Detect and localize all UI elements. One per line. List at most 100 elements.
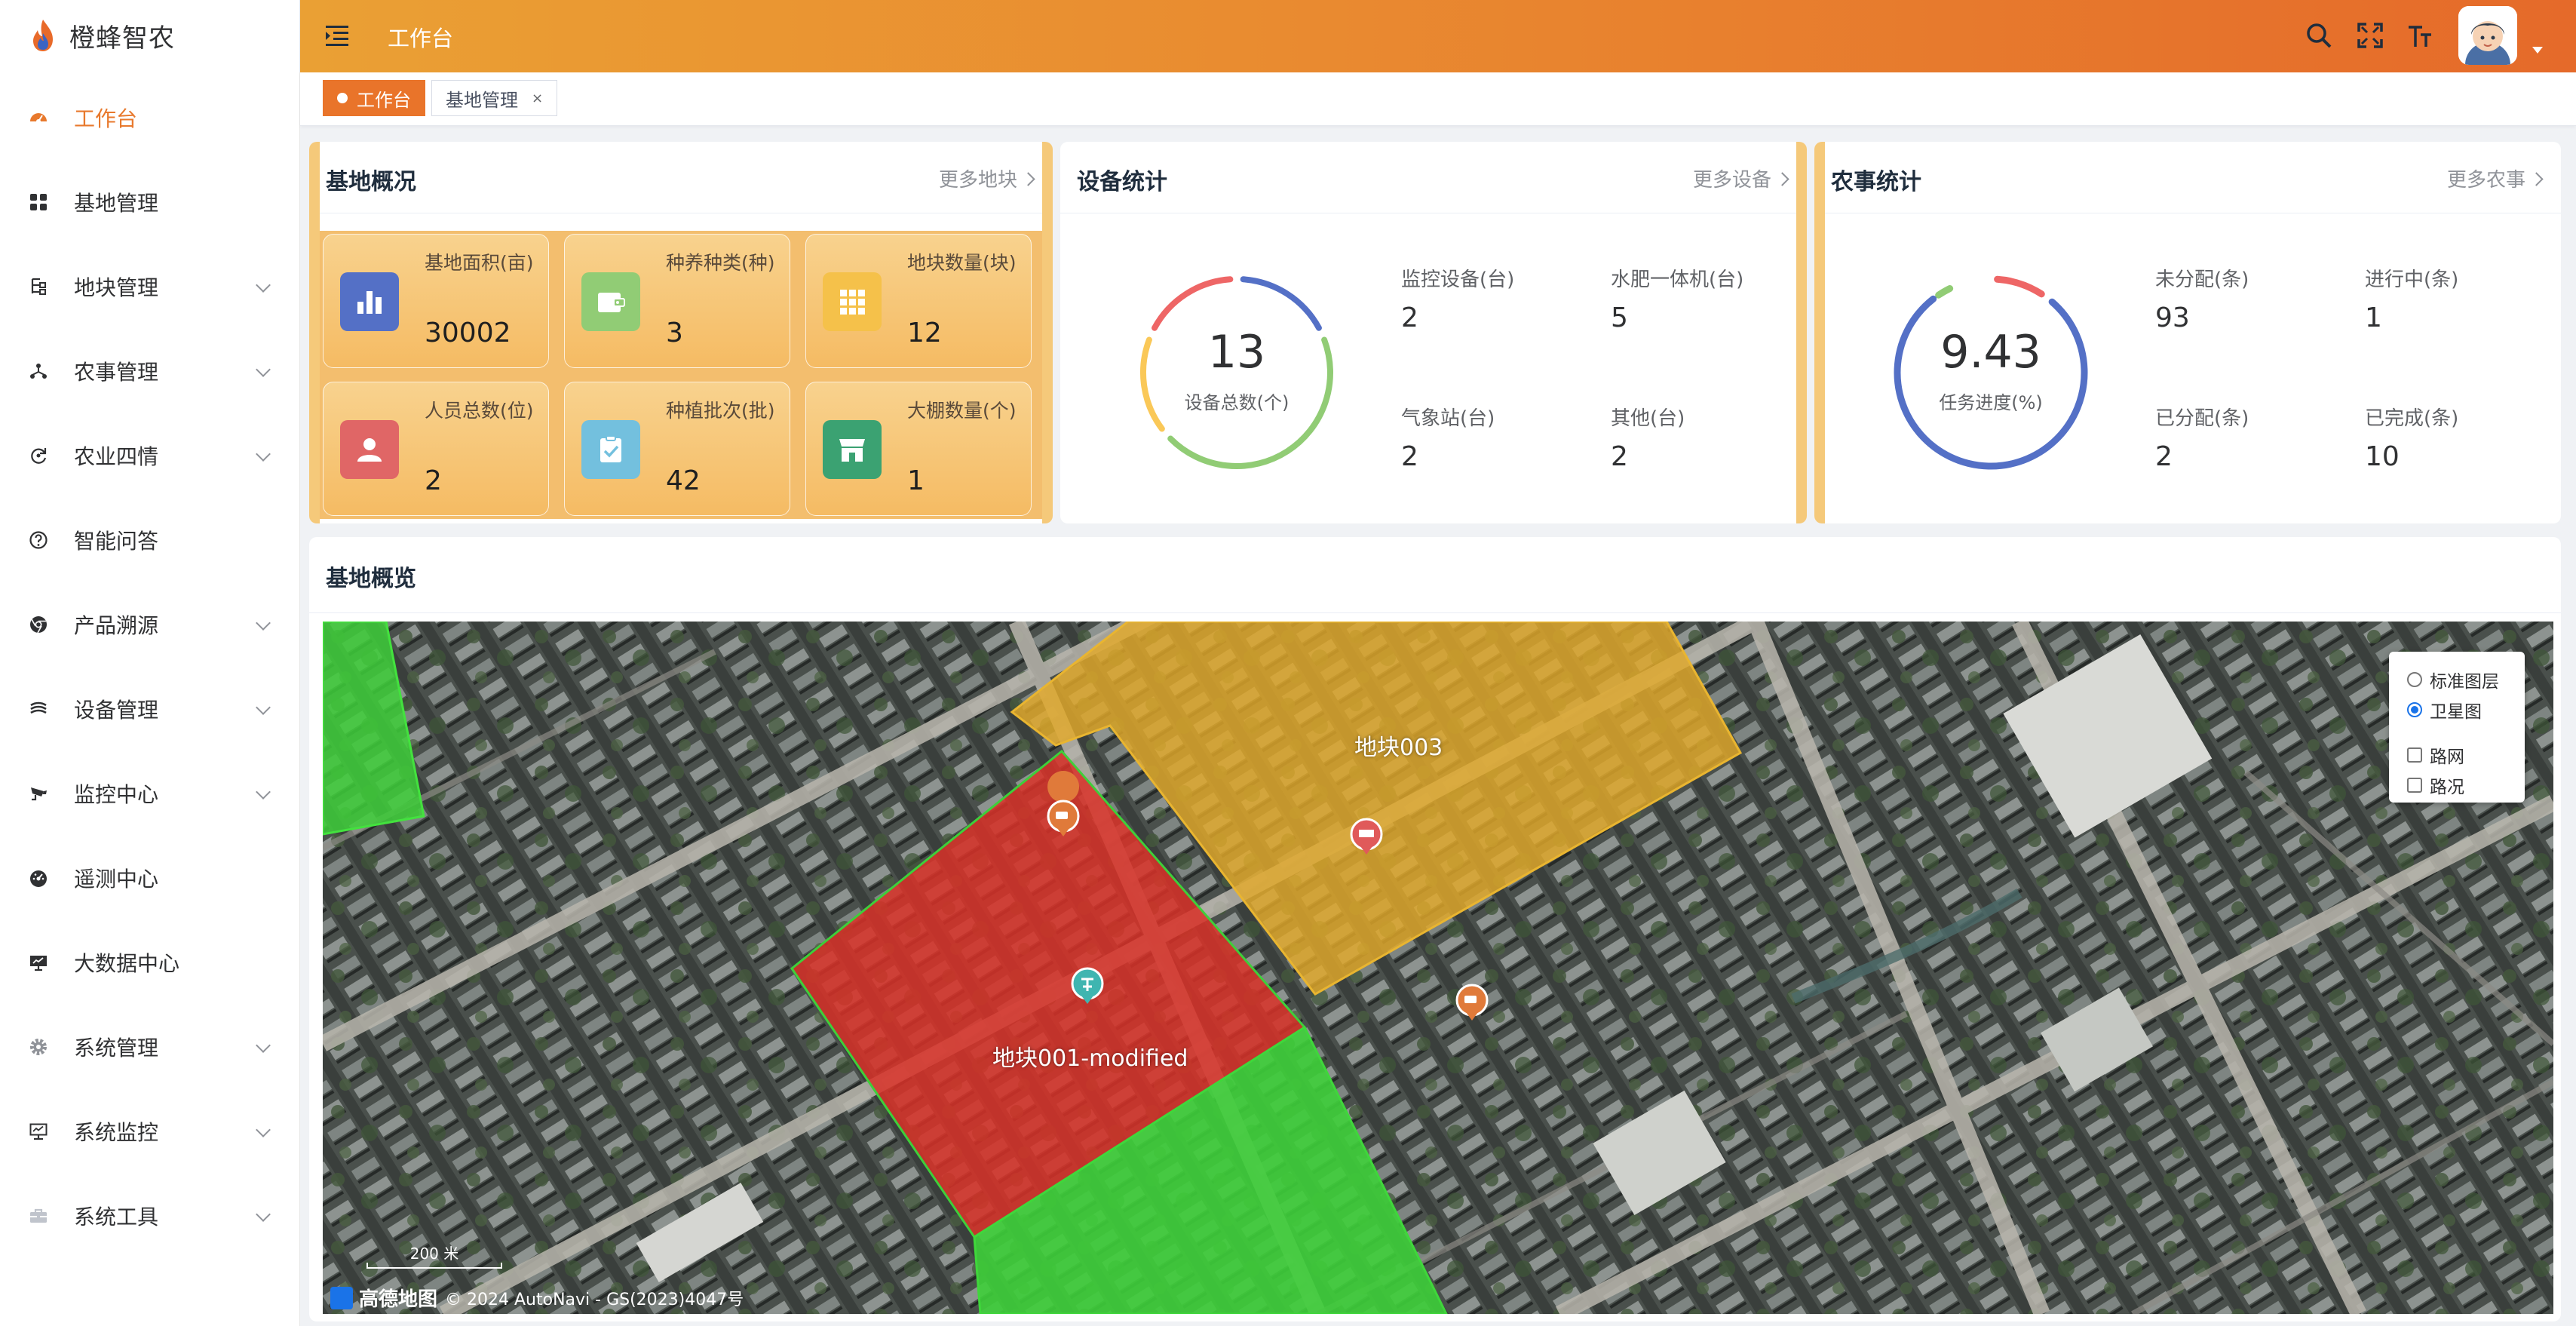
sidebar-item-8[interactable]: 监控中心 (0, 751, 300, 836)
sidebar-item-6[interactable]: 产品溯源 (0, 582, 300, 667)
font-size-icon[interactable] (2406, 21, 2434, 50)
map-marker-weather[interactable] (1350, 818, 1383, 855)
chevron-down-icon (256, 784, 271, 800)
stat-tile-5: 大棚数量(个) 1 (805, 382, 1032, 516)
card-title: 基地概况 (326, 169, 416, 195)
sidebar-item-4[interactable]: 农业四情 (0, 413, 300, 498)
search-icon[interactable] (2305, 21, 2333, 50)
chevron-down-icon (256, 362, 271, 377)
more-devices-link[interactable]: 更多设备 (1693, 164, 1789, 192)
chevron-down-icon (256, 278, 271, 293)
farm-ring-segment-2 (1894, 295, 2088, 470)
card-side-band (1042, 142, 1053, 523)
map-scale-bar: 200 米 (344, 1242, 525, 1272)
device-total-value: 13 (1207, 326, 1266, 379)
stat-assigned: 已分配(条) 2 (2155, 407, 2249, 472)
tag-label: 工作台 (357, 89, 411, 111)
device-ring-segment-3 (1152, 276, 1234, 331)
sidebar-item-12[interactable]: 系统监控 (0, 1089, 300, 1174)
task-progress-label: 任务进度(%) (1939, 392, 2043, 413)
sidebar-item-5[interactable]: 智能问答 (0, 498, 300, 582)
card-header: 基地概况 更多地块 (309, 142, 1053, 213)
tag-workbench[interactable]: 工作台 (323, 80, 425, 116)
grid-icon (823, 272, 882, 331)
checkbox-icon[interactable] (2407, 778, 2422, 793)
user-menu-caret-icon[interactable] (2532, 47, 2543, 54)
monitor-icon (29, 953, 48, 972)
plot-polygon-003[interactable] (1010, 622, 1743, 996)
plot-polygon-left[interactable] (323, 622, 425, 836)
shop-icon (823, 420, 882, 479)
chevron-down-icon (256, 1122, 271, 1137)
gauge-icon (29, 868, 48, 888)
sidebar-item-13[interactable]: 系统工具 (0, 1174, 300, 1258)
satellite-map[interactable]: 地块003 地块001-modified 标准图层 卫星图 路网 路况 200 … (323, 622, 2553, 1314)
menu-fold-icon[interactable] (324, 23, 350, 48)
tree-icon (29, 277, 48, 296)
chevron-down-icon (256, 1038, 271, 1053)
device-ring-segment-0 (1240, 276, 1322, 331)
bar-chart-icon (340, 272, 399, 331)
layer-option-satellite[interactable]: 卫星图 (2407, 697, 2482, 723)
fullscreen-icon[interactable] (2356, 21, 2384, 50)
layer-option-standard[interactable]: 标准图层 (2407, 667, 2499, 692)
device-ring-segment-1 (1167, 336, 1333, 469)
top-header: 工作台 (300, 0, 2576, 72)
map-marker-camera[interactable] (1047, 771, 1080, 836)
card-header: 设备统计 更多设备 (1060, 142, 1807, 213)
sidebar-item-2[interactable]: 地块管理 (0, 244, 300, 329)
sidebar-item-label: 设备管理 (74, 698, 159, 723)
stat-tile-label: 种植批次(批) (666, 400, 775, 422)
sidebar-item-0[interactable]: 工作台 (0, 75, 300, 160)
sidebar-item-11[interactable]: 系统管理 (0, 1005, 300, 1089)
stat-tile-label: 基地面积(亩) (425, 252, 534, 274)
card-header: 基地概览 (309, 537, 2561, 613)
chevron-right-icon (1775, 172, 1789, 186)
stat-fertigation-machines: 水肥一体机(台) 5 (1611, 269, 1744, 333)
monitor-chart-icon (29, 1122, 48, 1141)
sidebar-item-label: 系统监控 (74, 1120, 159, 1145)
chevron-down-icon (256, 700, 271, 715)
sidebar-item-3[interactable]: 农事管理 (0, 329, 300, 413)
toolbox-icon (29, 1206, 48, 1226)
base-stat-tiles: 基地面积(亩) 30002 种养种类(种) 3 地块数量(块) 12 人员总数(位) 2 种植批… (320, 231, 1042, 519)
tags-view-bar: 工作台 基地管理 × (300, 72, 2576, 126)
radio-icon[interactable] (2407, 672, 2422, 687)
layer-option-roadnet[interactable]: 路网 (2407, 742, 2464, 768)
sidebar-item-1[interactable]: 基地管理 (0, 160, 300, 244)
map-marker-device[interactable] (1455, 984, 1489, 1021)
flame-logo-icon (33, 20, 53, 51)
tag-base-management[interactable]: 基地管理 × (431, 80, 558, 116)
close-icon[interactable]: × (532, 90, 544, 106)
tag-label: 基地管理 (446, 89, 518, 111)
more-plots-link[interactable]: 更多地块 (939, 164, 1035, 192)
app-name: 橙蜂智农 (69, 23, 175, 54)
map-canvas[interactable] (323, 622, 2553, 1314)
card-side-band (1814, 142, 1825, 523)
farm-ring-segment-1 (1935, 285, 1954, 299)
card-title: 设备统计 (1077, 169, 1167, 195)
scale-bar-line (366, 1263, 502, 1269)
camera-icon (29, 784, 48, 803)
more-farmwork-link[interactable]: 更多农事 (2447, 164, 2544, 192)
stat-tile-label: 地块数量(块) (907, 252, 1017, 274)
card-title: 基地概览 (326, 566, 416, 592)
card-title: 农事统计 (1831, 169, 1921, 195)
layer-option-traffic[interactable]: 路况 (2407, 772, 2464, 798)
sidebar-item-7[interactable]: 设备管理 (0, 667, 300, 751)
user-avatar[interactable] (2458, 6, 2517, 65)
farm-stats-card: 农事统计 更多农事 9.43 任务进度(%) 未分配(条) 93 进行中(条) … (1814, 142, 2561, 523)
dashboard-icon (29, 108, 48, 127)
app-logo[interactable]: 橙蜂智农 (27, 17, 175, 54)
stat-tile-value: 12 (907, 318, 942, 348)
task-progress-value: 9.43 (1940, 326, 2041, 379)
sidebar-item-10[interactable]: 大数据中心 (0, 920, 300, 1005)
checkbox-icon[interactable] (2407, 747, 2422, 763)
plot-polygon-green[interactable] (973, 1025, 1448, 1314)
chevron-down-icon (256, 447, 271, 462)
sidebar-item-label: 遥测中心 (74, 867, 159, 892)
radio-checked-icon[interactable] (2407, 702, 2422, 717)
sidebar-item-9[interactable]: 遥测中心 (0, 836, 300, 920)
stat-tile-value: 2 (425, 465, 442, 496)
map-marker-fertigation[interactable] (1071, 967, 1104, 1004)
